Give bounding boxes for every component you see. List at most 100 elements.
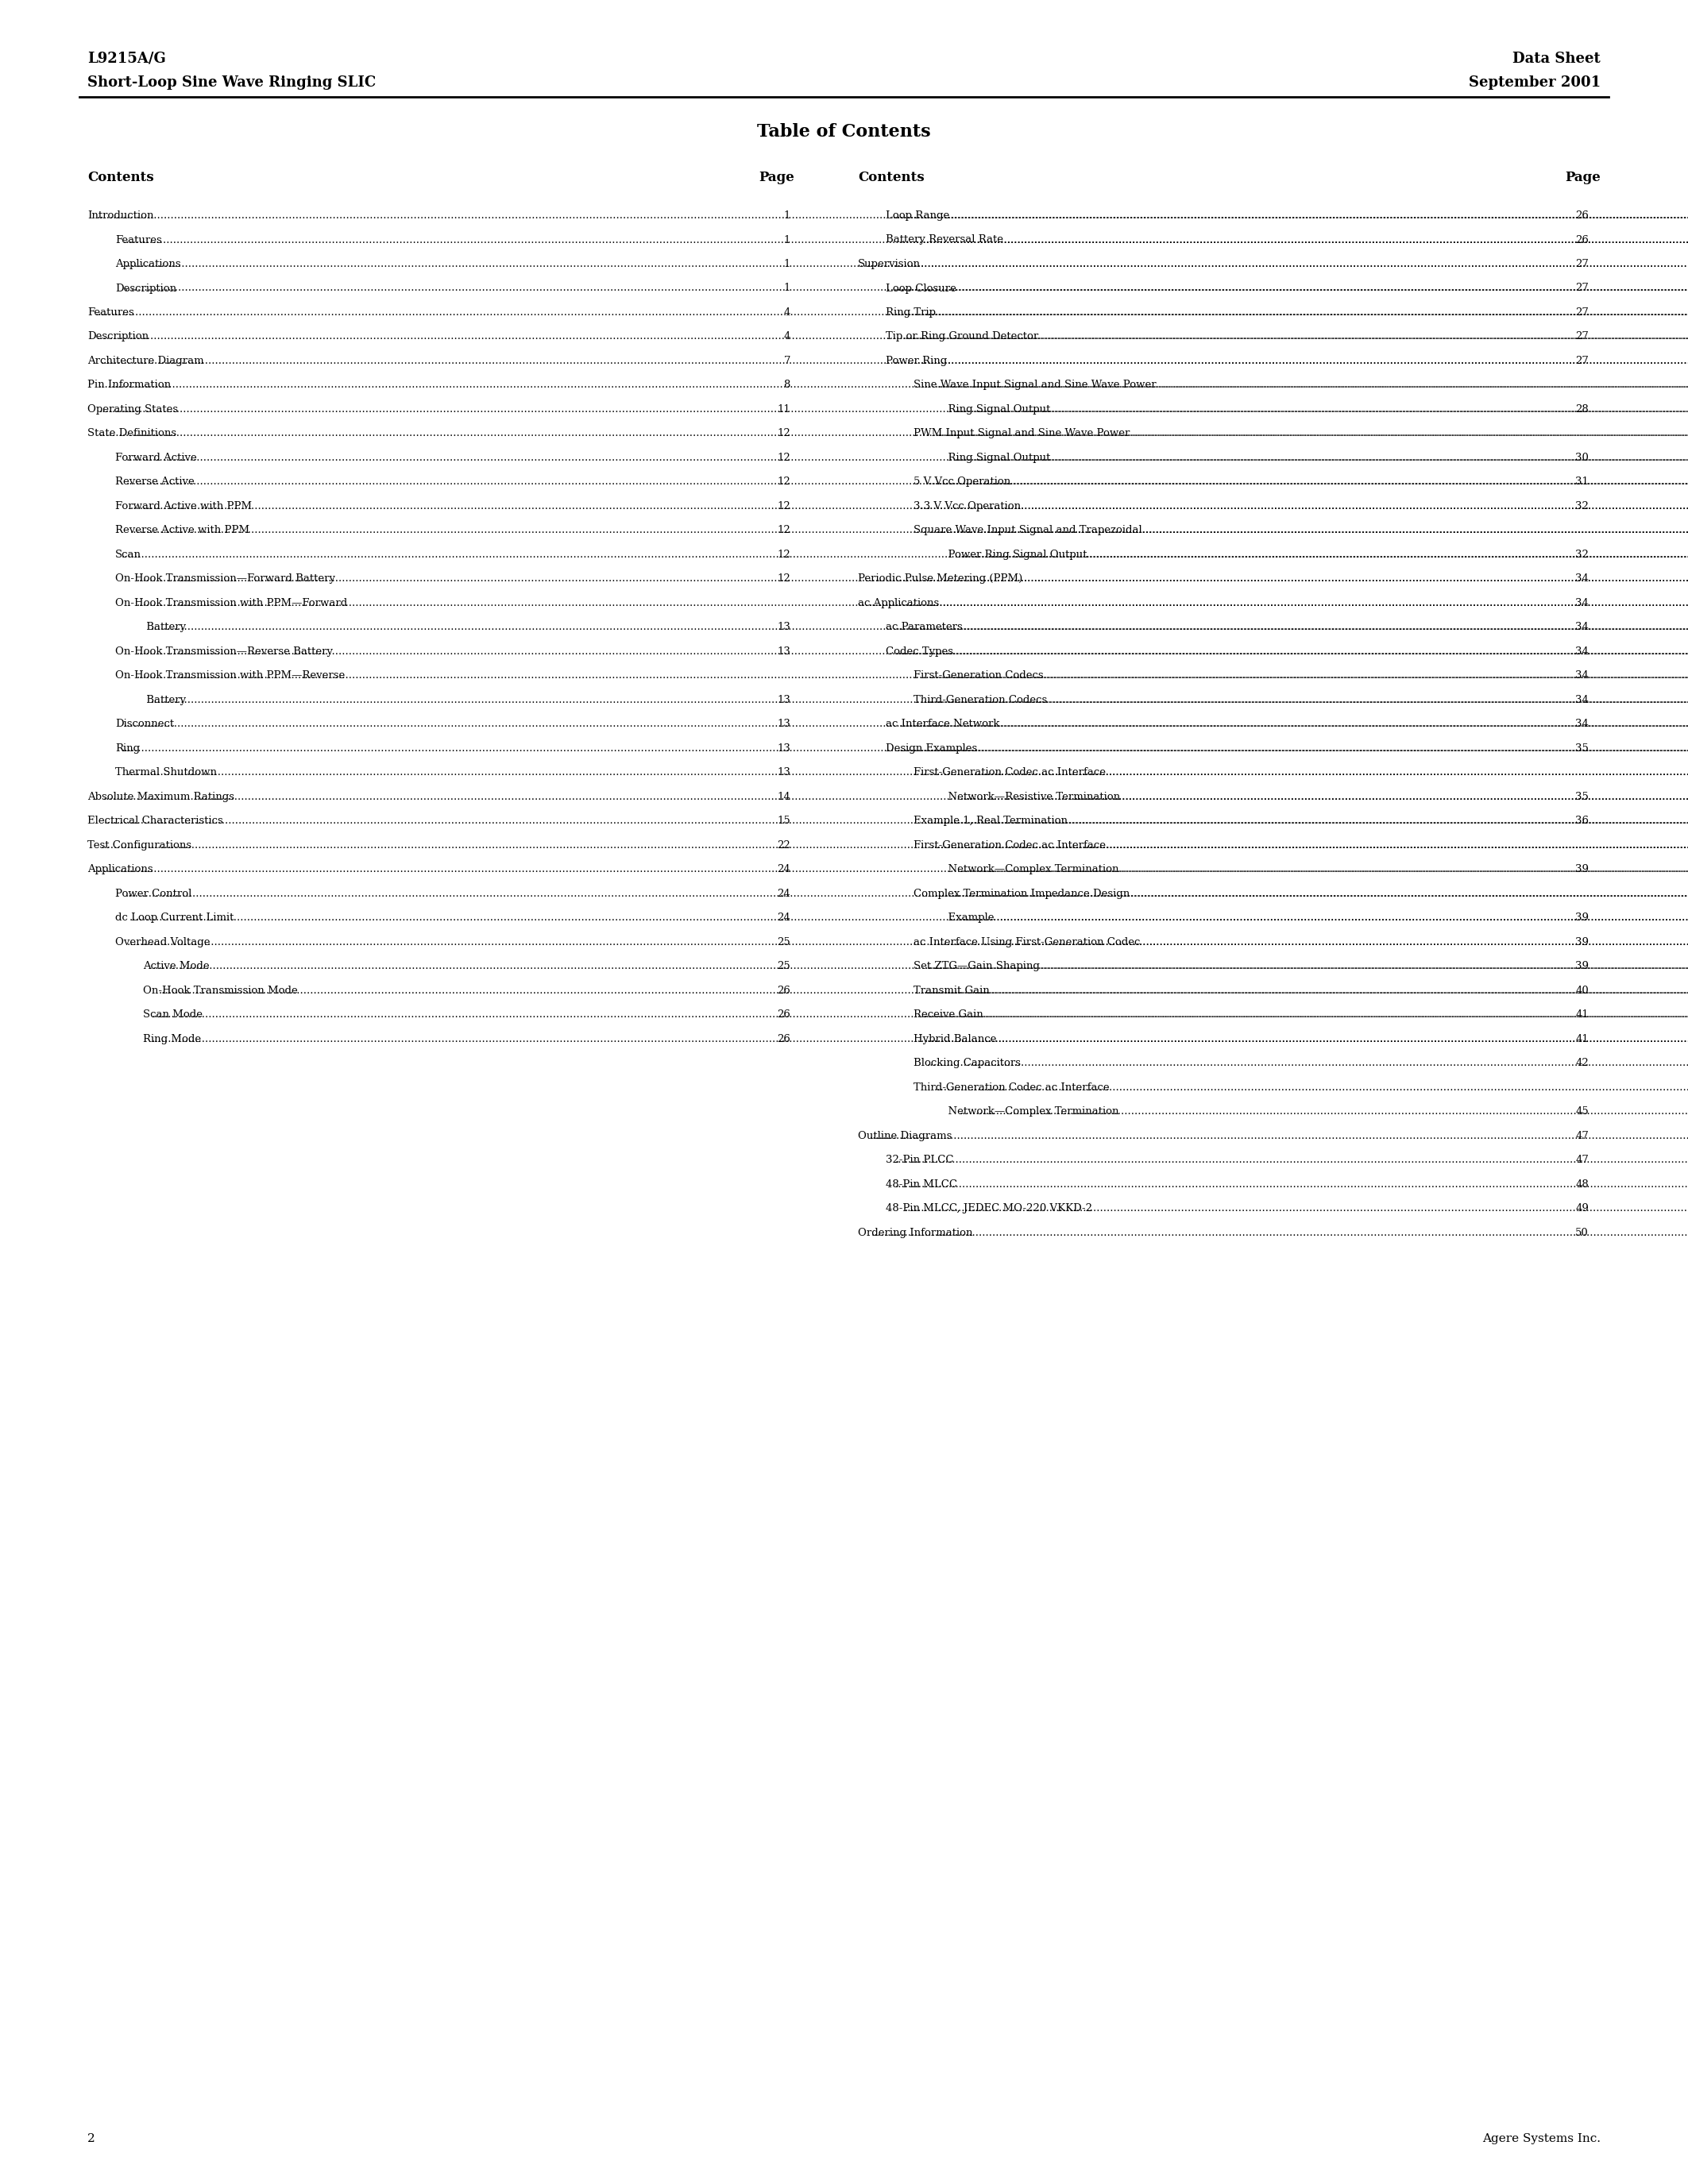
Text: 31: 31	[1575, 476, 1588, 487]
Text: 12: 12	[776, 428, 790, 439]
Text: Battery: Battery	[143, 622, 186, 633]
Text: On-Hook Transmission—Reverse Battery: On-Hook Transmission—Reverse Battery	[115, 646, 333, 657]
Text: ................................................................................: ........................................…	[927, 500, 1688, 511]
Text: ................................................................................: ........................................…	[935, 428, 1688, 439]
Text: ................................................................................: ........................................…	[895, 1179, 1688, 1190]
Text: 24: 24	[776, 913, 790, 924]
Text: ................................................................................: ........................................…	[98, 380, 1688, 391]
Text: ................................................................................: ........................................…	[130, 913, 1688, 924]
Text: Network—Complex Termination: Network—Complex Termination	[942, 1107, 1119, 1116]
Text: First-Generation Codec ac Interface: First-Generation Codec ac Interface	[913, 767, 1106, 778]
Text: Third-Generation Codec ac Interface: Third-Generation Codec ac Interface	[913, 1083, 1109, 1092]
Text: Page: Page	[760, 170, 795, 183]
Text: Loop Range: Loop Range	[886, 210, 949, 221]
Text: First-Generation Codec ac Interface: First-Generation Codec ac Interface	[913, 841, 1106, 850]
Text: ................................................................................: ........................................…	[869, 1131, 1688, 1142]
Text: ac Interface Network: ac Interface Network	[886, 719, 999, 729]
Text: ................................................................................: ........................................…	[95, 308, 1688, 317]
Text: Page: Page	[1565, 170, 1600, 183]
Text: ................................................................................: ........................................…	[905, 1203, 1688, 1214]
Text: Tip or Ring Ground Detector: Tip or Ring Ground Detector	[886, 332, 1038, 343]
Text: ................................................................................: ........................................…	[895, 284, 1688, 293]
Text: ................................................................................: ........................................…	[152, 1033, 1688, 1044]
Text: Overhead Voltage: Overhead Voltage	[115, 937, 209, 948]
Text: 27: 27	[1575, 332, 1588, 343]
Text: Blocking Capacitors: Blocking Capacitors	[913, 1059, 1021, 1068]
Text: ................................................................................: ........................................…	[122, 743, 1688, 753]
Text: ................................................................................: ........................................…	[103, 793, 1688, 802]
Text: ................................................................................: ........................................…	[127, 937, 1688, 948]
Text: Short-Loop Sine Wave Ringing SLIC: Short-Loop Sine Wave Ringing SLIC	[88, 76, 376, 90]
Text: Loop Closure: Loop Closure	[886, 284, 957, 293]
Text: ................................................................................: ........................................…	[923, 1033, 1688, 1044]
Text: On-Hook Transmission Mode: On-Hook Transmission Mode	[143, 985, 297, 996]
Text: ................................................................................: ........................................…	[895, 1155, 1688, 1166]
Text: ................................................................................: ........................................…	[960, 793, 1688, 802]
Text: ................................................................................: ........................................…	[933, 767, 1688, 778]
Text: 34: 34	[1575, 574, 1588, 583]
Text: 34: 34	[1575, 622, 1588, 633]
Text: 12: 12	[776, 452, 790, 463]
Text: 4: 4	[783, 308, 790, 317]
Text: 25: 25	[776, 937, 790, 948]
Text: 41: 41	[1575, 1009, 1588, 1020]
Text: Third-Generation Codecs: Third-Generation Codecs	[913, 695, 1047, 705]
Text: 12: 12	[776, 574, 790, 583]
Text: Architecture Diagram: Architecture Diagram	[88, 356, 204, 367]
Text: 8: 8	[783, 380, 790, 391]
Text: 32: 32	[1575, 550, 1588, 559]
Text: ................................................................................: ........................................…	[937, 937, 1688, 948]
Text: 32: 32	[1575, 500, 1588, 511]
Text: Square Wave Input Signal and Trapezoidal: Square Wave Input Signal and Trapezoidal	[913, 526, 1143, 535]
Text: ................................................................................: ........................................…	[127, 452, 1688, 463]
Text: 13: 13	[776, 695, 790, 705]
Text: ................................................................................: ........................................…	[927, 961, 1688, 972]
Text: Ring Signal Output: Ring Signal Output	[942, 452, 1050, 463]
Text: ................................................................................: ........................................…	[130, 500, 1688, 511]
Text: ................................................................................: ........................................…	[903, 332, 1688, 343]
Text: ................................................................................: ........................................…	[96, 332, 1688, 343]
Text: 12: 12	[776, 476, 790, 487]
Text: ................................................................................: ........................................…	[122, 550, 1688, 559]
Text: ................................................................................: ........................................…	[125, 889, 1688, 900]
Text: 12: 12	[776, 500, 790, 511]
Text: 1: 1	[783, 210, 790, 221]
Text: Agere Systems Inc.: Agere Systems Inc.	[1482, 2134, 1600, 2145]
Text: 26: 26	[1575, 210, 1588, 221]
Text: 13: 13	[776, 719, 790, 729]
Text: Set ZTG—Gain Shaping: Set ZTG—Gain Shaping	[913, 961, 1040, 972]
Text: Applications: Applications	[88, 865, 154, 876]
Text: 14: 14	[776, 793, 790, 802]
Text: ................................................................................: ........................................…	[933, 1083, 1688, 1092]
Text: ................................................................................: ........................................…	[896, 622, 1688, 633]
Text: Applications: Applications	[115, 260, 181, 269]
Text: 12: 12	[776, 550, 790, 559]
Text: ................................................................................: ........................................…	[101, 356, 1688, 367]
Text: ................................................................................: ........................................…	[959, 1107, 1688, 1116]
Text: Power Control: Power Control	[115, 889, 192, 900]
Text: 40: 40	[1575, 985, 1588, 996]
Text: ................................................................................: ........................................…	[955, 452, 1688, 463]
Text: 34: 34	[1575, 670, 1588, 681]
Text: Network—Resistive Termination: Network—Resistive Termination	[942, 793, 1121, 802]
Text: ................................................................................: ........................................…	[895, 646, 1688, 657]
Text: 26: 26	[776, 1033, 790, 1044]
Text: Contents: Contents	[858, 170, 925, 183]
Text: 39: 39	[1575, 961, 1588, 972]
Text: ................................................................................: ........................................…	[100, 841, 1688, 850]
Text: ................................................................................: ........................................…	[959, 865, 1688, 876]
Text: Ring Mode: Ring Mode	[143, 1033, 201, 1044]
Text: 2: 2	[88, 2134, 95, 2145]
Text: Reverse Active with PPM: Reverse Active with PPM	[115, 526, 250, 535]
Text: Absolute Maximum Ratings: Absolute Maximum Ratings	[88, 793, 235, 802]
Text: ................................................................................: ........................................…	[896, 743, 1688, 753]
Text: ................................................................................: ........................................…	[152, 1009, 1688, 1020]
Text: ................................................................................: ........................................…	[933, 841, 1688, 850]
Text: 5 V Vcc Operation: 5 V Vcc Operation	[913, 476, 1011, 487]
Text: ................................................................................: ........................................…	[127, 767, 1688, 778]
Text: 1: 1	[783, 234, 790, 245]
Text: 25: 25	[776, 961, 790, 972]
Text: Example: Example	[942, 913, 994, 924]
Text: PWM Input Signal and Sine Wave Power: PWM Input Signal and Sine Wave Power	[913, 428, 1129, 439]
Text: ................................................................................: ........................................…	[876, 574, 1688, 583]
